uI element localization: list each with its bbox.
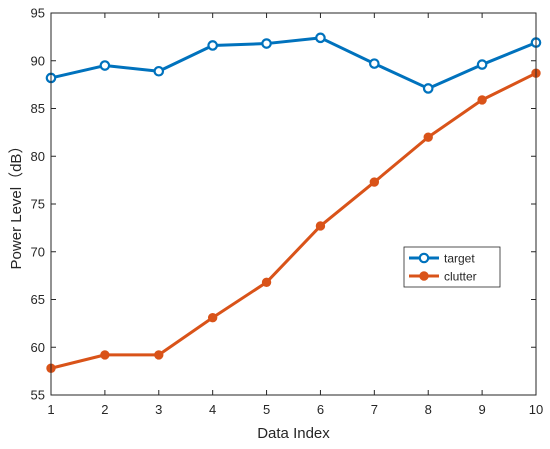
- y-tick-label: 75: [31, 197, 45, 212]
- legend-item-target: target: [409, 252, 475, 266]
- data-point-target: [261, 38, 272, 49]
- series-target: [45, 32, 542, 94]
- y-tick-label: 60: [31, 340, 45, 355]
- data-point-clutter: [369, 177, 380, 187]
- legend-box: [403, 246, 501, 288]
- series-clutter: [46, 68, 541, 373]
- x-tick-label: 7: [371, 402, 378, 417]
- series-layer: [45, 32, 542, 373]
- data-point-clutter: [100, 350, 110, 360]
- x-tick-label: 1: [47, 402, 54, 417]
- legend-swatch-marker: [419, 271, 429, 281]
- y-tick-label: 55: [31, 388, 45, 403]
- y-tick-label: 85: [31, 101, 45, 116]
- data-point-target: [153, 65, 165, 77]
- x-tick-label: 4: [209, 402, 216, 417]
- x-tick-label: 10: [529, 402, 543, 417]
- data-point-target: [476, 59, 488, 70]
- data-point-clutter: [154, 350, 164, 360]
- series-line-target: [50, 36, 537, 90]
- legend: target clutter: [403, 246, 501, 288]
- x-tick-label: 5: [263, 402, 270, 417]
- series-line-clutter: [50, 71, 537, 370]
- data-point-target: [369, 58, 380, 69]
- y-tick-label: 95: [31, 6, 45, 21]
- legend-swatch-marker: [418, 252, 430, 264]
- y-axis-label: Power Level（dB）: [8, 139, 25, 270]
- x-tick-label: 9: [478, 402, 485, 417]
- y-tick-label: 80: [31, 149, 45, 164]
- y-tick-label: 90: [31, 53, 45, 68]
- data-point-clutter: [477, 95, 487, 105]
- plot-area-frame: [50, 12, 537, 396]
- x-axis-label: Data Index: [257, 425, 330, 442]
- legend-label: target: [444, 252, 475, 266]
- data-point-clutter: [315, 221, 326, 231]
- data-point-target: [422, 83, 434, 94]
- data-point-target: [315, 32, 326, 44]
- y-tick-label: 65: [31, 292, 45, 307]
- x-tick-label: 3: [155, 402, 162, 417]
- x-tick-label: 8: [425, 402, 432, 417]
- data-point-clutter: [423, 132, 433, 142]
- legend-item-clutter: clutter: [409, 270, 477, 284]
- x-tick-label: 2: [101, 402, 108, 417]
- data-point-target: [99, 60, 111, 71]
- data-point-clutter: [207, 312, 218, 323]
- x-tick-label: 6: [317, 402, 324, 417]
- legend-label: clutter: [444, 270, 477, 284]
- y-tick-label: 70: [31, 244, 45, 259]
- data-point-target: [207, 40, 218, 51]
- data-point-clutter: [261, 277, 272, 288]
